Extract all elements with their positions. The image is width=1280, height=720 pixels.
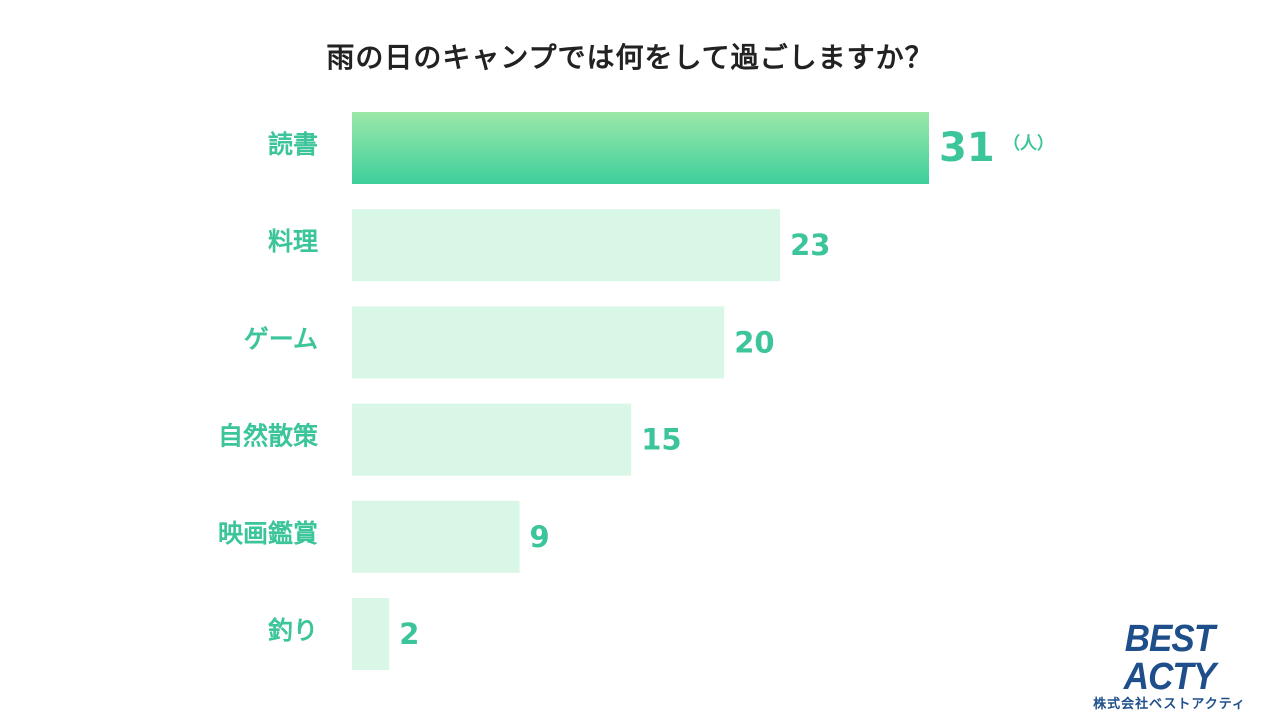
bar-3 xyxy=(352,306,725,379)
bar-1 xyxy=(352,112,929,184)
category-label-4: 自然散策 xyxy=(218,422,319,451)
logo-sub-text: 株式会社ベストアクティ xyxy=(1093,697,1246,712)
category-label-5: 映画鑑賞 xyxy=(218,519,318,548)
value-label-1: 31 xyxy=(939,125,995,171)
unit-label: （人） xyxy=(1003,133,1054,154)
company-logo: BEST ACTY 株式会社ベストアクティ xyxy=(1072,620,1267,711)
value-label-3: 20 xyxy=(734,325,774,359)
bar-4 xyxy=(352,403,632,476)
category-label-3: ゲーム xyxy=(244,324,318,353)
category-label-6: 釣り xyxy=(268,616,318,645)
bars-layer: 読書 31 （人） 料理 23 ゲーム 20 自然散策 15 映画鑑賞 9 釣り 2 xyxy=(218,112,1054,670)
value-label-4: 15 xyxy=(641,423,681,457)
category-label-2: 料理 xyxy=(268,227,318,256)
bar-6 xyxy=(352,598,390,670)
value-label-5: 9 xyxy=(530,520,550,554)
chart-title: 雨の日のキャンプでは何をして過ごしますか？ xyxy=(326,41,934,74)
category-label-1: 読書 xyxy=(268,130,318,159)
bar-5 xyxy=(352,500,520,573)
logo-main-text: BEST ACTY xyxy=(1123,618,1216,698)
value-label-6: 2 xyxy=(399,617,419,651)
bar-2 xyxy=(352,209,781,282)
value-label-2: 23 xyxy=(790,228,830,262)
